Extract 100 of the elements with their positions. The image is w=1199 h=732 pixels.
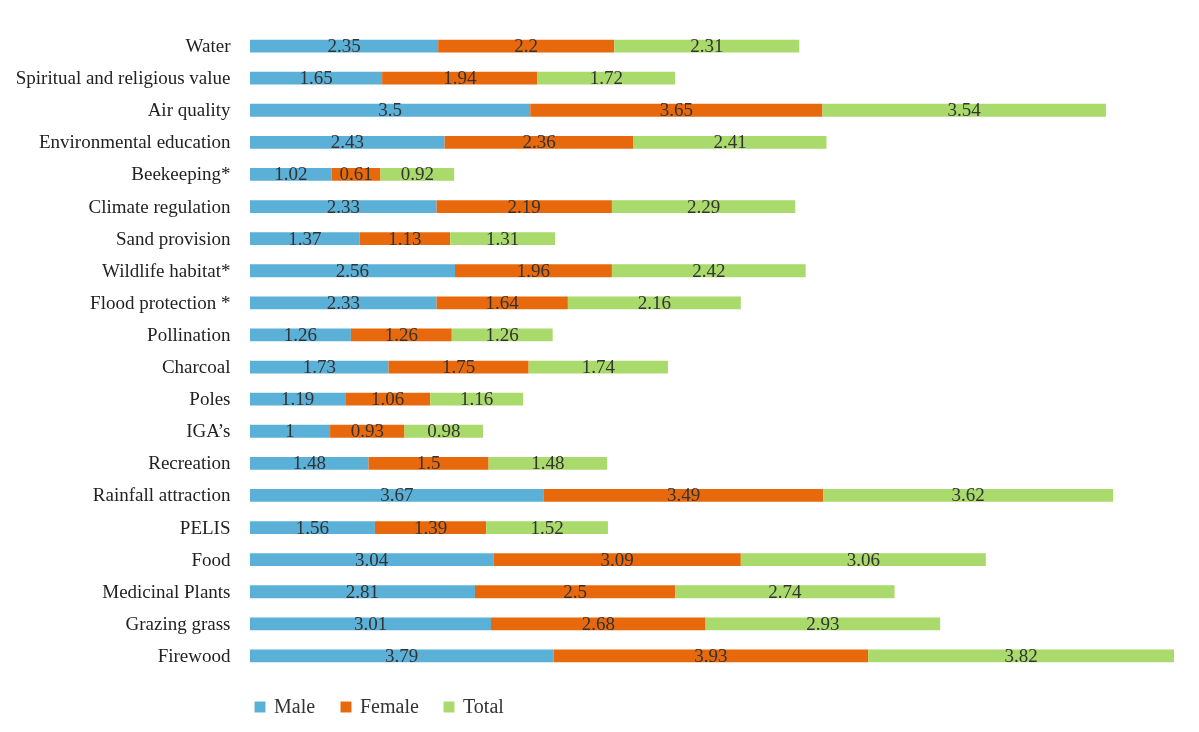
data-label: 3.82 [1004, 644, 1038, 666]
data-label: 1.72 [589, 67, 623, 89]
data-label: 3.93 [694, 644, 728, 666]
bar [543, 489, 824, 502]
data-label: 1.56 [295, 516, 330, 538]
y-tick-label: Beekeeping* [131, 163, 231, 185]
bar [740, 553, 986, 567]
y-tick-label: Water [185, 35, 232, 57]
y-tick-label: Medicinal Plants [102, 580, 231, 602]
data-label: 0.98 [427, 420, 461, 442]
data-label: 1.26 [384, 323, 418, 345]
data-label: 1.26 [485, 323, 519, 345]
data-label: 3.01 [353, 612, 388, 634]
y-tick-label: Spiritual and religious value [15, 67, 231, 89]
y-tick-label: Environmental education [38, 131, 231, 153]
data-label: 0.93 [350, 420, 384, 442]
data-label: 1.94 [443, 67, 477, 89]
bar [633, 135, 827, 149]
data-label: 2.56 [335, 259, 370, 281]
data-label: 1.65 [299, 67, 333, 89]
data-label: 3.62 [951, 484, 985, 506]
bar [250, 135, 445, 149]
bar [250, 617, 492, 631]
bar [450, 232, 556, 246]
data-label: 2.33 [326, 195, 360, 217]
bar [250, 200, 437, 213]
data-label: 2.35 [327, 35, 361, 57]
bar [250, 296, 437, 310]
data-label: 1.48 [292, 452, 326, 474]
bar [382, 71, 538, 85]
data-label: 3.65 [659, 99, 693, 121]
data-label: 1.52 [530, 516, 564, 538]
bar [486, 521, 608, 534]
data-label: 1.96 [516, 259, 551, 281]
y-tick-label: IGA’s [186, 420, 231, 442]
data-label: 2.74 [768, 580, 802, 602]
bar [250, 264, 455, 278]
bar [444, 135, 634, 149]
bar [368, 456, 489, 470]
bar [454, 264, 612, 278]
bar [537, 71, 676, 85]
data-label: 3.67 [380, 484, 414, 506]
data-label: 2.68 [581, 612, 615, 634]
data-label: 1.16 [459, 388, 494, 410]
data-label: 0.61 [339, 163, 373, 185]
data-label: 3.06 [846, 548, 880, 570]
data-label: 2.81 [345, 580, 380, 602]
bar [250, 71, 383, 85]
data-label: 2.41 [713, 131, 747, 153]
y-tick-label: Grazing grass [125, 612, 231, 634]
bar [491, 617, 706, 631]
data-label: 1.74 [581, 356, 616, 378]
bar [250, 232, 360, 246]
data-label: 2.42 [692, 259, 726, 281]
data-label: 1.06 [371, 388, 405, 410]
data-label: 3.54 [947, 99, 982, 121]
data-label: 3.5 [378, 99, 402, 121]
data-label: 3.49 [666, 484, 701, 506]
legend-label: Male [274, 695, 316, 717]
data-label: 1.64 [485, 291, 520, 313]
y-tick-label: Food [191, 548, 231, 570]
data-label: 2.33 [326, 291, 360, 313]
bar [567, 296, 741, 310]
bar [474, 585, 676, 599]
data-label: 1.37 [288, 227, 322, 249]
data-label: 1.26 [283, 323, 318, 345]
data-label: 3.09 [600, 548, 634, 570]
legend-label: Female [360, 695, 419, 717]
data-label: 1.13 [388, 227, 422, 249]
y-tick-label: Flood protection * [90, 291, 231, 313]
y-tick-label: Firewood [157, 644, 231, 666]
data-label: 2.31 [690, 35, 724, 57]
data-label: 2.2 [514, 35, 539, 57]
y-tick-label: Sand provision [115, 227, 231, 249]
bar [250, 489, 544, 502]
y-tick-label: Charcoal [161, 356, 231, 378]
data-label: 1.75 [441, 356, 476, 378]
y-tick-label: Poles [189, 388, 231, 410]
data-label: 2.43 [330, 131, 364, 153]
data-label: 1.19 [281, 388, 315, 410]
y-tick-label: PELIS [179, 516, 231, 538]
legend-label: Total [463, 695, 505, 717]
data-label: 1.48 [531, 452, 565, 474]
data-label: 3.79 [385, 644, 419, 666]
data-label: 1.73 [302, 356, 336, 378]
y-tick-label: Pollination [147, 323, 231, 345]
bar [675, 585, 895, 599]
bar [250, 585, 475, 599]
bar [250, 553, 494, 567]
data-label: 1.31 [485, 227, 520, 249]
bar [493, 553, 741, 567]
bar [530, 103, 823, 117]
y-tick-label: Air quality [147, 99, 231, 121]
bar [436, 296, 568, 310]
data-label: 1.39 [413, 516, 448, 538]
y-tick-label: Recreation [148, 452, 231, 474]
bar [250, 103, 531, 117]
bar [611, 200, 796, 213]
y-tick-label: Climate regulation [88, 195, 231, 217]
bar [436, 200, 612, 213]
